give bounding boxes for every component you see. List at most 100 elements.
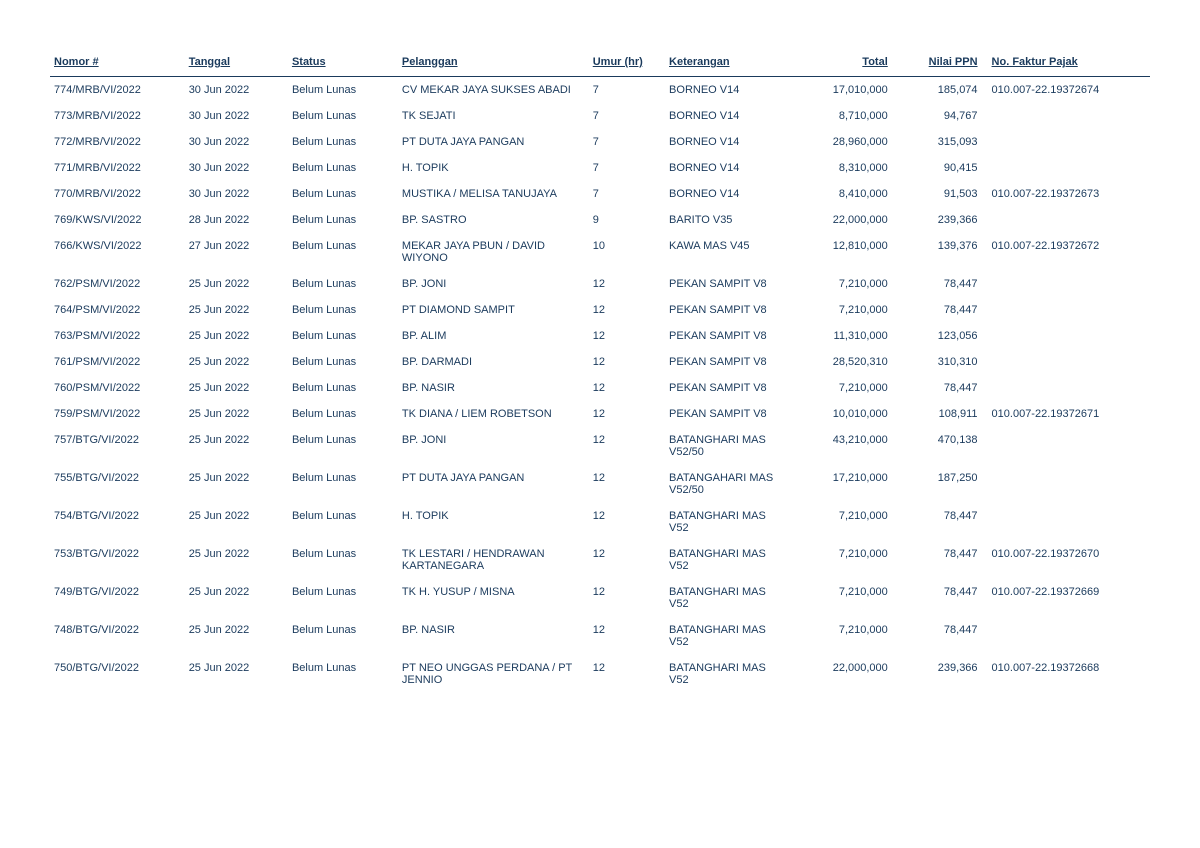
cell-status: Belum Lunas xyxy=(288,541,398,579)
cell-ppn: 315,093 xyxy=(892,129,982,155)
cell-total: 43,210,000 xyxy=(791,427,892,465)
table-header: Nomor #TanggalStatusPelangganUmur (hr)Ke… xyxy=(50,50,1150,77)
cell-faktur: 010.007-22.19372673 xyxy=(982,181,1150,207)
cell-nomor: 771/MRB/VI/2022 xyxy=(50,155,185,181)
cell-tanggal: 25 Jun 2022 xyxy=(185,655,288,693)
table-row: 764/PSM/VI/202225 Jun 2022Belum LunasPT … xyxy=(50,297,1150,323)
cell-tanggal: 30 Jun 2022 xyxy=(185,129,288,155)
cell-keterangan: PEKAN SAMPIT V8 xyxy=(665,375,791,401)
cell-status: Belum Lunas xyxy=(288,77,398,104)
cell-total: 17,210,000 xyxy=(791,465,892,503)
cell-keterangan: BORNEO V14 xyxy=(665,129,791,155)
cell-pelanggan: MUSTIKA / MELISA TANUJAYA xyxy=(398,181,589,207)
cell-tanggal: 25 Jun 2022 xyxy=(185,579,288,617)
cell-keterangan: BORNEO V14 xyxy=(665,181,791,207)
cell-status: Belum Lunas xyxy=(288,375,398,401)
cell-status: Belum Lunas xyxy=(288,427,398,465)
cell-total: 28,960,000 xyxy=(791,129,892,155)
cell-keterangan: BATANGHARI MAS V52 xyxy=(665,503,791,541)
table-row: 771/MRB/VI/202230 Jun 2022Belum LunasH. … xyxy=(50,155,1150,181)
cell-umur: 7 xyxy=(589,181,665,207)
cell-keterangan: PEKAN SAMPIT V8 xyxy=(665,323,791,349)
cell-umur: 12 xyxy=(589,271,665,297)
cell-status: Belum Lunas xyxy=(288,323,398,349)
cell-status: Belum Lunas xyxy=(288,579,398,617)
cell-nomor: 757/BTG/VI/2022 xyxy=(50,427,185,465)
cell-faktur xyxy=(982,129,1150,155)
cell-nomor: 762/PSM/VI/2022 xyxy=(50,271,185,297)
column-header[interactable]: Total xyxy=(791,50,892,77)
cell-total: 17,010,000 xyxy=(791,77,892,104)
table-row: 772/MRB/VI/202230 Jun 2022Belum LunasPT … xyxy=(50,129,1150,155)
cell-tanggal: 30 Jun 2022 xyxy=(185,155,288,181)
cell-umur: 12 xyxy=(589,465,665,503)
cell-ppn: 78,447 xyxy=(892,271,982,297)
cell-total: 11,310,000 xyxy=(791,323,892,349)
column-header[interactable]: Nomor # xyxy=(50,50,185,77)
column-header[interactable]: Keterangan xyxy=(665,50,791,77)
cell-ppn: 239,366 xyxy=(892,207,982,233)
cell-faktur xyxy=(982,503,1150,541)
cell-nomor: 766/KWS/VI/2022 xyxy=(50,233,185,271)
cell-ppn: 78,447 xyxy=(892,617,982,655)
cell-faktur xyxy=(982,427,1150,465)
cell-status: Belum Lunas xyxy=(288,503,398,541)
column-header[interactable]: Nilai PPN xyxy=(892,50,982,77)
cell-faktur xyxy=(982,375,1150,401)
table-row: 766/KWS/VI/202227 Jun 2022Belum LunasMEK… xyxy=(50,233,1150,271)
column-header[interactable]: No. Faktur Pajak xyxy=(982,50,1150,77)
cell-umur: 7 xyxy=(589,129,665,155)
cell-ppn: 78,447 xyxy=(892,503,982,541)
cell-faktur xyxy=(982,349,1150,375)
cell-faktur: 010.007-22.19372674 xyxy=(982,77,1150,104)
column-header[interactable]: Umur (hr) xyxy=(589,50,665,77)
cell-pelanggan: TK H. YUSUP / MISNA xyxy=(398,579,589,617)
cell-total: 7,210,000 xyxy=(791,579,892,617)
cell-ppn: 78,447 xyxy=(892,541,982,579)
column-header[interactable]: Status xyxy=(288,50,398,77)
cell-faktur xyxy=(982,207,1150,233)
cell-keterangan: PEKAN SAMPIT V8 xyxy=(665,271,791,297)
cell-ppn: 239,366 xyxy=(892,655,982,693)
cell-status: Belum Lunas xyxy=(288,155,398,181)
cell-total: 22,000,000 xyxy=(791,207,892,233)
cell-keterangan: BATANGHARI MAS V52 xyxy=(665,541,791,579)
cell-ppn: 94,767 xyxy=(892,103,982,129)
cell-tanggal: 25 Jun 2022 xyxy=(185,271,288,297)
cell-keterangan: KAWA MAS V45 xyxy=(665,233,791,271)
cell-nomor: 748/BTG/VI/2022 xyxy=(50,617,185,655)
cell-total: 22,000,000 xyxy=(791,655,892,693)
cell-nomor: 769/KWS/VI/2022 xyxy=(50,207,185,233)
cell-tanggal: 25 Jun 2022 xyxy=(185,297,288,323)
cell-keterangan: BATANGHARI MAS V52/50 xyxy=(665,427,791,465)
cell-nomor: 772/MRB/VI/2022 xyxy=(50,129,185,155)
cell-nomor: 774/MRB/VI/2022 xyxy=(50,77,185,104)
cell-pelanggan: PT NEO UNGGAS PERDANA / PT JENNIO xyxy=(398,655,589,693)
cell-faktur xyxy=(982,323,1150,349)
cell-total: 7,210,000 xyxy=(791,375,892,401)
cell-status: Belum Lunas xyxy=(288,103,398,129)
cell-umur: 12 xyxy=(589,503,665,541)
cell-tanggal: 28 Jun 2022 xyxy=(185,207,288,233)
column-header[interactable]: Tanggal xyxy=(185,50,288,77)
table-row: 750/BTG/VI/202225 Jun 2022Belum LunasPT … xyxy=(50,655,1150,693)
column-header[interactable]: Pelanggan xyxy=(398,50,589,77)
table-row: 748/BTG/VI/202225 Jun 2022Belum LunasBP.… xyxy=(50,617,1150,655)
cell-tanggal: 25 Jun 2022 xyxy=(185,401,288,427)
cell-faktur: 010.007-22.19372671 xyxy=(982,401,1150,427)
cell-tanggal: 25 Jun 2022 xyxy=(185,617,288,655)
cell-nomor: 760/PSM/VI/2022 xyxy=(50,375,185,401)
table-row: 760/PSM/VI/202225 Jun 2022Belum LunasBP.… xyxy=(50,375,1150,401)
cell-ppn: 90,415 xyxy=(892,155,982,181)
cell-ppn: 78,447 xyxy=(892,579,982,617)
cell-ppn: 78,447 xyxy=(892,375,982,401)
cell-total: 7,210,000 xyxy=(791,297,892,323)
cell-umur: 12 xyxy=(589,349,665,375)
table-row: 774/MRB/VI/202230 Jun 2022Belum LunasCV … xyxy=(50,77,1150,104)
cell-nomor: 773/MRB/VI/2022 xyxy=(50,103,185,129)
cell-keterangan: BORNEO V14 xyxy=(665,103,791,129)
cell-status: Belum Lunas xyxy=(288,617,398,655)
cell-pelanggan: PT DUTA JAYA PANGAN xyxy=(398,129,589,155)
cell-tanggal: 30 Jun 2022 xyxy=(185,181,288,207)
cell-pelanggan: TK SEJATI xyxy=(398,103,589,129)
